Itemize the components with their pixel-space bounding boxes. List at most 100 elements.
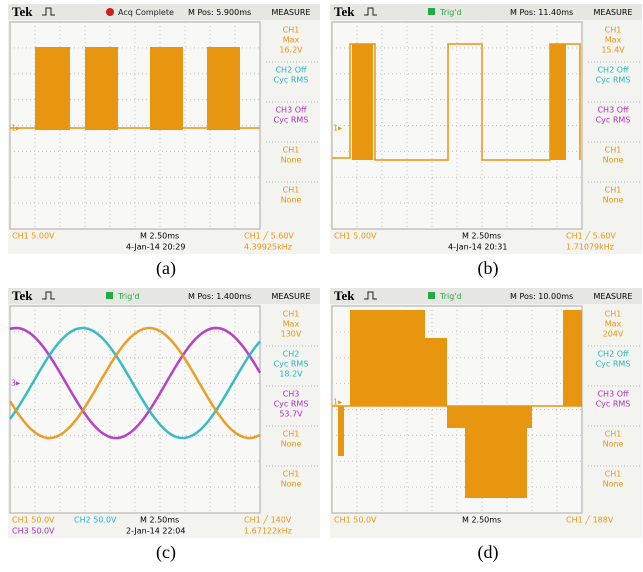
waveform-block <box>338 406 344 456</box>
measure-text: Cyc RMS <box>274 76 309 85</box>
measure-text: Cyc RMS <box>274 400 309 409</box>
trigger-level: CH1 ╱ 5.60V <box>244 231 294 241</box>
measure-title: MEASURE <box>594 8 633 17</box>
channel-scale: CH1 5.00V <box>12 232 55 241</box>
scope-panel: Tek↓Trig'dM Pos: 10.00msMEASURE1▸CH1Max2… <box>330 288 642 538</box>
measure-text: CH1 <box>283 186 300 195</box>
measure-text: CH1 <box>605 430 622 439</box>
measure-text: 18.2V <box>279 370 303 379</box>
status: Trig'd <box>117 292 140 301</box>
measure-text: None <box>281 196 302 205</box>
measure-text: Max <box>283 36 300 45</box>
caption: (d) <box>478 542 499 563</box>
trigger-level: CH1 ╱ 140V <box>244 515 292 525</box>
waveform-burst <box>207 47 240 130</box>
date: 2-Jan-14 22:04 <box>126 527 185 536</box>
channel-scale: CH3 50.0V <box>12 527 55 536</box>
measure-text: CH1 <box>605 26 622 35</box>
measure-text: CH1 <box>283 430 300 439</box>
channel-scale: CH1 50.0V <box>334 516 377 525</box>
measure-text: CH3 Off <box>597 106 629 115</box>
waveform-block <box>563 310 582 406</box>
channel-marker: 1▸ <box>333 124 342 133</box>
status: Acq Complete <box>118 8 174 17</box>
channel-scale: CH1 50.0V <box>12 516 55 525</box>
channel-marker: 1▸ <box>333 398 342 407</box>
channel-marker: 3▸ <box>11 379 20 388</box>
measure-title: MEASURE <box>272 8 311 17</box>
waveform-block <box>447 406 532 428</box>
timebase: M 2.50ms <box>462 516 501 525</box>
timebase: M 2.50ms <box>140 232 179 241</box>
measure-text: CH2 <box>283 350 300 359</box>
measure-text: CH1 <box>605 146 622 155</box>
measure-text: CH1 <box>283 26 300 35</box>
measure-text: None <box>281 156 302 165</box>
measure-text: None <box>603 440 624 449</box>
brand: Tek <box>334 4 355 19</box>
channel-marker: 1▸ <box>11 124 20 133</box>
measure-text: Cyc RMS <box>596 116 631 125</box>
timebase: M 2.50ms <box>462 232 501 241</box>
measure-text: CH1 <box>283 310 300 319</box>
m-pos: M Pos: 11.40ms <box>510 8 573 17</box>
status-box <box>428 292 435 299</box>
caption: (b) <box>478 258 499 279</box>
measure-text: Max <box>283 320 300 329</box>
measure-text: 15.4V <box>601 46 625 55</box>
measure-title: MEASURE <box>272 292 311 301</box>
waveform-block <box>465 428 527 498</box>
measure-text: None <box>603 196 624 205</box>
measure-text: CH3 Off <box>597 390 629 399</box>
waveform-burst <box>550 44 566 160</box>
frequency: 4.39925kHz <box>244 243 292 252</box>
brand: Tek <box>12 4 33 19</box>
status: Trig'd <box>439 8 462 17</box>
measure-text: CH2 Off <box>597 66 629 75</box>
measure-text: CH2 Off <box>275 66 307 75</box>
figure: Tek↓Acq CompleteM Pos: 5.900msMEASURE1▸C… <box>0 0 643 572</box>
measure-text: Cyc RMS <box>274 360 309 369</box>
measure-text: None <box>603 156 624 165</box>
channel-scale: CH2 50.0V <box>74 516 117 525</box>
measure-text: Cyc RMS <box>596 76 631 85</box>
measure-text: None <box>281 440 302 449</box>
measure-text: 53.7V <box>279 410 303 419</box>
scope-panel: Tek↓Trig'dM Pos: 11.40msMEASURE1▸CH1Max1… <box>330 4 642 254</box>
waveform-block <box>425 338 447 406</box>
timebase: M 2.50ms <box>140 516 179 525</box>
m-pos: M Pos: 5.900ms <box>188 8 251 17</box>
measure-text: CH3 Off <box>275 106 307 115</box>
brand: Tek <box>12 288 33 303</box>
status-box <box>428 8 435 15</box>
brand: Tek <box>334 288 355 303</box>
measure-text: CH1 <box>605 186 622 195</box>
measure-text: CH1 <box>605 470 622 479</box>
waveform-block <box>350 310 425 406</box>
measure-text: Max <box>605 320 622 329</box>
measure-text: CH1 <box>283 146 300 155</box>
measure-text: CH2 Off <box>597 350 629 359</box>
measure-text: CH1 <box>283 470 300 479</box>
measure-text: Cyc RMS <box>274 116 309 125</box>
m-pos: M Pos: 1.400ms <box>188 292 251 301</box>
measure-text: Cyc RMS <box>596 360 631 369</box>
frequency: 1.71079kHz <box>566 243 614 252</box>
measure-text: None <box>603 480 624 489</box>
channel-scale: CH1 5.00V <box>334 232 377 241</box>
measure-text: 130V <box>281 330 302 339</box>
measure-text: 204V <box>603 330 624 339</box>
waveform-burst <box>352 44 373 160</box>
caption: (a) <box>156 258 176 279</box>
measure-text: 16.2V <box>279 46 303 55</box>
measure-title: MEASURE <box>594 292 633 301</box>
measure-text: CH1 <box>605 310 622 319</box>
status-dot <box>106 8 114 16</box>
waveform-burst <box>35 47 70 130</box>
measure-text: None <box>281 480 302 489</box>
measure-text: Cyc RMS <box>596 400 631 409</box>
trigger-level: CH1 ╱ 188V <box>566 515 614 525</box>
scope-panel: Tek↓Trig'dM Pos: 1.400msMEASURE3▸CH1Max1… <box>8 288 320 538</box>
measure-text: Max <box>605 36 622 45</box>
